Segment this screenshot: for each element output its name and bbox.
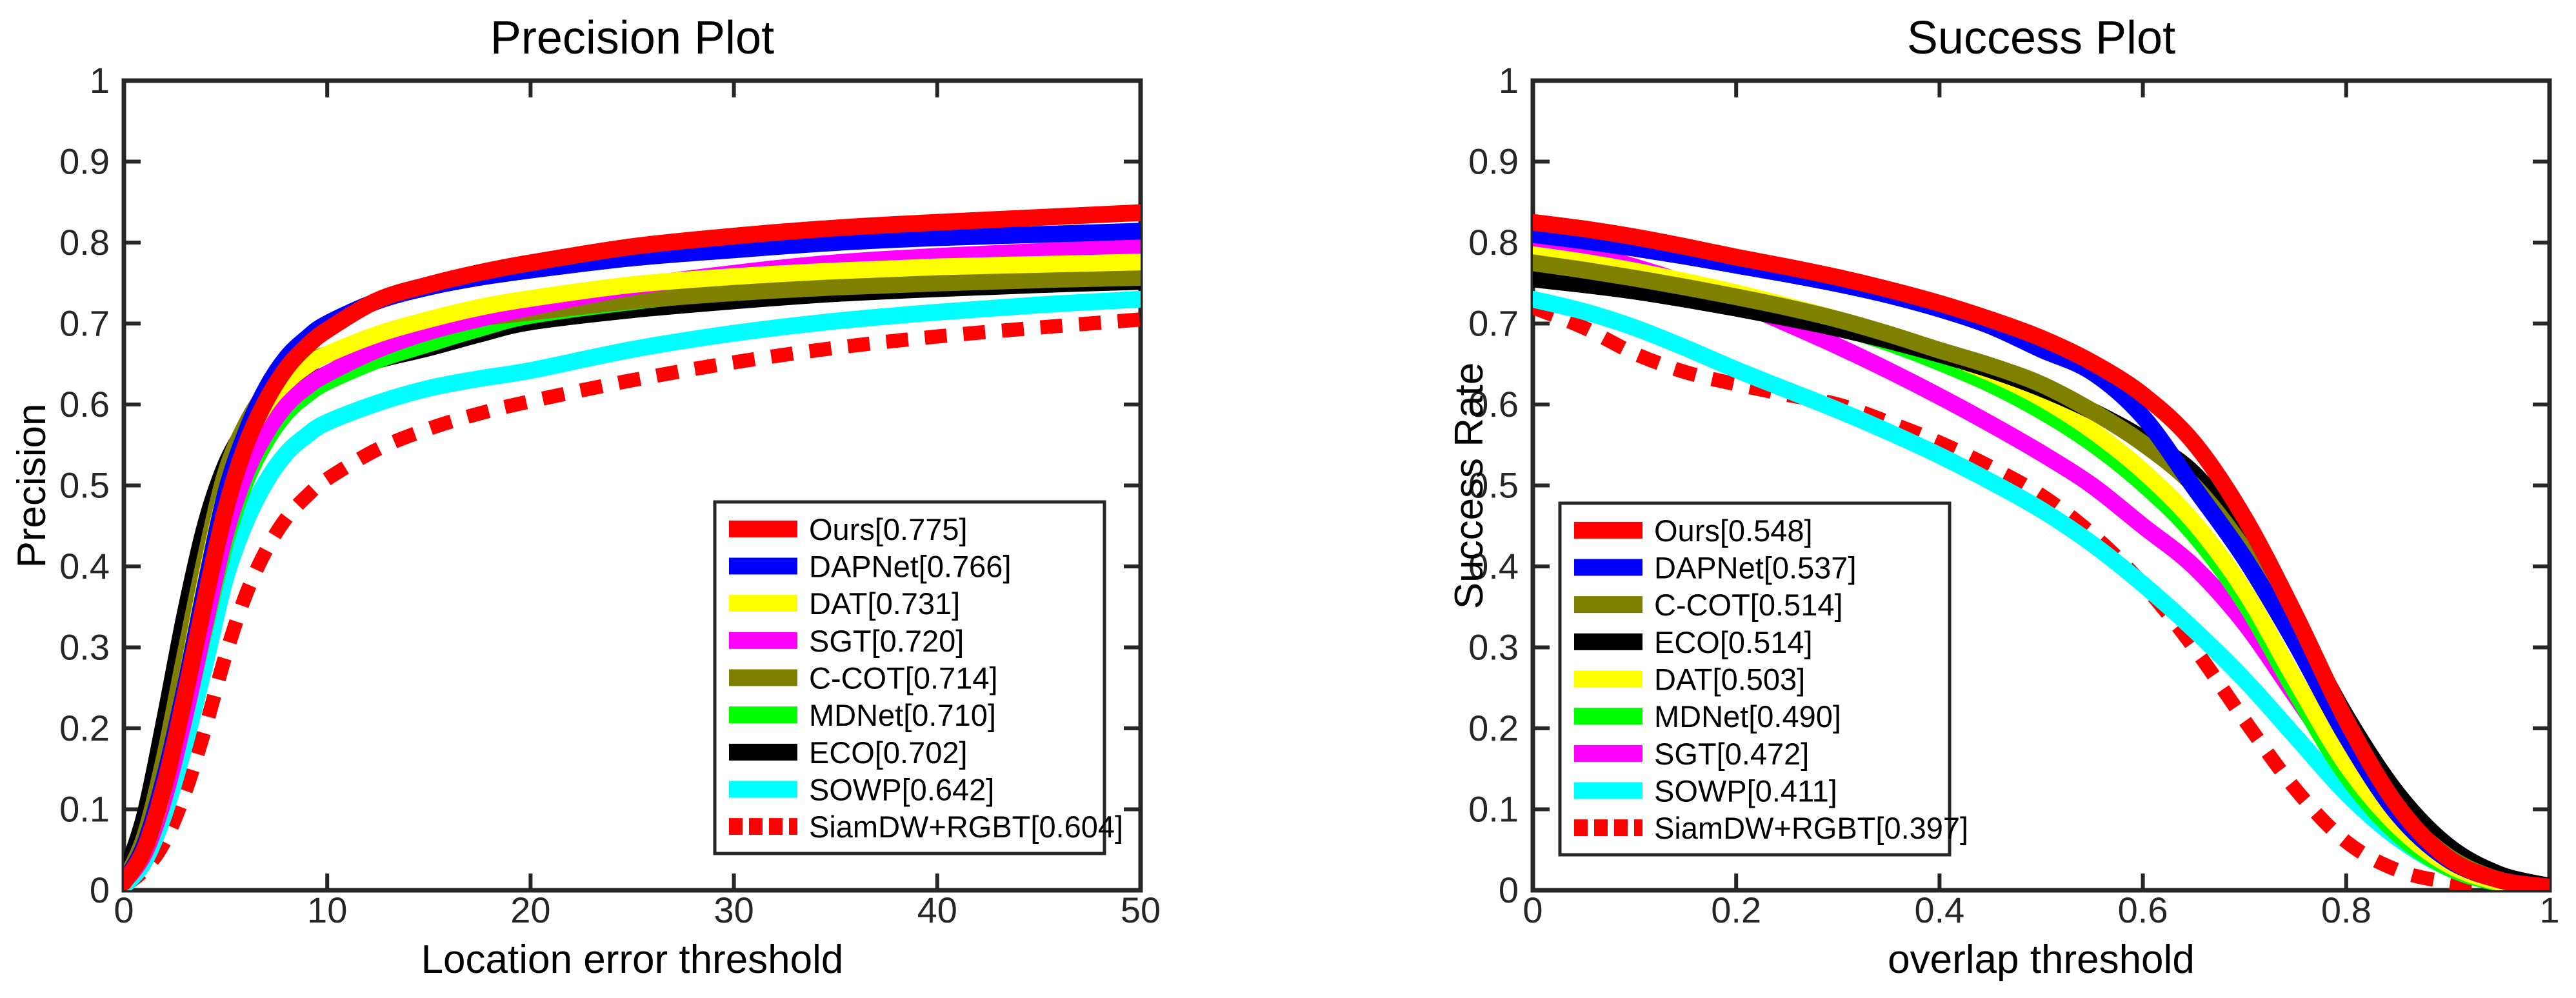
y-tick-label: 0.8 xyxy=(1468,222,1519,263)
y-tick-label: 0.4 xyxy=(1468,546,1519,586)
precision-xaxis-label: Location error threshold xyxy=(421,937,844,982)
legend-entry-sowp: SOWP[0.642] xyxy=(729,773,994,807)
legend-entry-mdnet: MDNet[0.490] xyxy=(1574,699,1841,734)
legend-entry-mdnet: MDNet[0.710] xyxy=(729,698,996,732)
legend-entry-sgt: SGT[0.472] xyxy=(1574,737,1809,771)
x-tick-label: 0.4 xyxy=(1914,890,1964,930)
legend-label: SGT[0.472] xyxy=(1654,737,1809,771)
legend-label: SOWP[0.411] xyxy=(1654,774,1837,808)
x-tick-label: 1 xyxy=(2539,890,2559,930)
x-tick-label: 30 xyxy=(714,890,754,930)
legend-label: ECO[0.702] xyxy=(809,735,968,770)
legend-entry-c-cot: C-COT[0.714] xyxy=(729,661,998,695)
x-tick-label: 50 xyxy=(1121,890,1161,930)
legend-label: MDNet[0.490] xyxy=(1654,699,1841,734)
y-tick-label: 0.7 xyxy=(59,303,110,344)
success-xaxis-label: overlap threshold xyxy=(1888,937,2195,982)
y-tick-label: 0.9 xyxy=(59,141,110,182)
curve-siamdw-rgbt xyxy=(124,312,1141,890)
y-tick-label: 0.1 xyxy=(59,789,110,830)
legend-label: DAT[0.731] xyxy=(809,586,960,621)
y-tick-label: 0.5 xyxy=(1468,465,1519,506)
y-tick-label: 1 xyxy=(90,60,110,101)
legend-entry-siamdw-rgbt: SiamDW+RGBT[0.604] xyxy=(729,810,1123,844)
y-tick-label: 0 xyxy=(90,870,110,910)
legend-label: C-COT[0.714] xyxy=(809,661,998,695)
legend-label: DAPNet[0.537] xyxy=(1654,551,1857,585)
legend-label: SOWP[0.642] xyxy=(809,773,994,807)
y-tick-label: 0.6 xyxy=(1468,384,1519,424)
legend-entry-eco: ECO[0.514] xyxy=(1574,625,1813,659)
y-tick-label: 0.9 xyxy=(1468,141,1519,182)
legend-label: C-COT[0.514] xyxy=(1654,588,1843,622)
success-legend: Ours[0.548]DAPNet[0.537]C-COT[0.514]ECO[… xyxy=(1558,501,1968,857)
y-tick-label: 0.2 xyxy=(59,708,110,748)
legend-entry-dat: DAT[0.731] xyxy=(729,586,960,621)
legend-entry-c-cot: C-COT[0.514] xyxy=(1574,588,1843,622)
legend-label: Ours[0.775] xyxy=(809,512,968,546)
y-tick-label: 0.2 xyxy=(1468,708,1519,748)
legend-entry-dapnet: DAPNet[0.537] xyxy=(1574,551,1857,585)
x-tick-label: 0 xyxy=(1523,890,1543,930)
precision-plot-title: Precision Plot xyxy=(490,12,775,64)
legend-label: SiamDW+RGBT[0.604] xyxy=(809,810,1123,844)
y-tick-label: 0.4 xyxy=(59,546,110,586)
x-tick-label: 0.8 xyxy=(2321,890,2371,930)
legend-entry-siamdw-rgbt: SiamDW+RGBT[0.397] xyxy=(1574,811,1968,845)
y-tick-label: 1 xyxy=(1499,60,1519,101)
legend-entry-sowp: SOWP[0.411] xyxy=(1574,774,1837,808)
y-tick-label: 0.5 xyxy=(59,465,110,506)
y-tick-label: 0 xyxy=(1499,870,1519,910)
y-tick-label: 0.3 xyxy=(59,627,110,668)
legend-label: MDNet[0.710] xyxy=(809,698,996,732)
legend-label: SGT[0.720] xyxy=(809,624,964,658)
legend-entry-dat: DAT[0.503] xyxy=(1574,663,1805,697)
legend-entry-ours: Ours[0.775] xyxy=(729,512,968,546)
y-tick-label: 0.7 xyxy=(1468,303,1519,344)
precision-legend: Ours[0.775] DAPNet[0.766]DAT[0.731]SGT[0.… xyxy=(713,500,1123,855)
y-tick-label: 0.1 xyxy=(1468,789,1519,830)
legend-entry-ours: Ours[0.548] xyxy=(1574,514,1813,548)
x-tick-label: 0.2 xyxy=(1711,890,1761,930)
y-tick-label: 0.3 xyxy=(1468,627,1519,668)
precision-yaxis-label: Precision xyxy=(10,403,54,568)
success-yaxis-label: Success Rate xyxy=(1447,362,1492,610)
x-tick-label: 0 xyxy=(114,890,134,930)
legend-entry-sgt: SGT[0.720] xyxy=(729,624,964,658)
precision-plot-area: 0 10 20 30 40 50 0 0.1 0.2 0.3 0.4 0.5 0.6 0.7 0.8 0.9 1… xyxy=(59,60,1161,930)
legend-label: SiamDW+RGBT[0.397] xyxy=(1654,811,1968,845)
x-tick-label: 10 xyxy=(307,890,347,930)
legend-label: Ours[0.548] xyxy=(1654,514,1813,548)
legend-label: DAPNet[0.766] xyxy=(809,550,1012,584)
x-tick-label: 20 xyxy=(510,890,550,930)
legend-label: DAT[0.503] xyxy=(1654,663,1805,697)
x-tick-label: 40 xyxy=(917,890,957,930)
x-tick-label: 0.6 xyxy=(2118,890,2168,930)
legend-entry-dapnet: DAPNet[0.766] xyxy=(729,550,1012,584)
y-tick-label: 0.8 xyxy=(59,222,110,263)
success-plot-title: Success Plot xyxy=(1906,12,2176,64)
curve-ours xyxy=(1533,214,2550,890)
y-tick-label: 0.6 xyxy=(59,384,110,424)
success-plot-area: 0 0.2 0.4 0.6 0.8 1 0 0.1 0.2 0.3 0.4 0.5 0.6 0.7 0.8 0… xyxy=(1468,60,2559,930)
legend-entry-eco: ECO[0.702] xyxy=(729,735,968,770)
legend-label: ECO[0.514] xyxy=(1654,625,1813,659)
curve-ours xyxy=(124,204,1141,890)
curve-siamdw-rgbt xyxy=(1533,301,2550,890)
